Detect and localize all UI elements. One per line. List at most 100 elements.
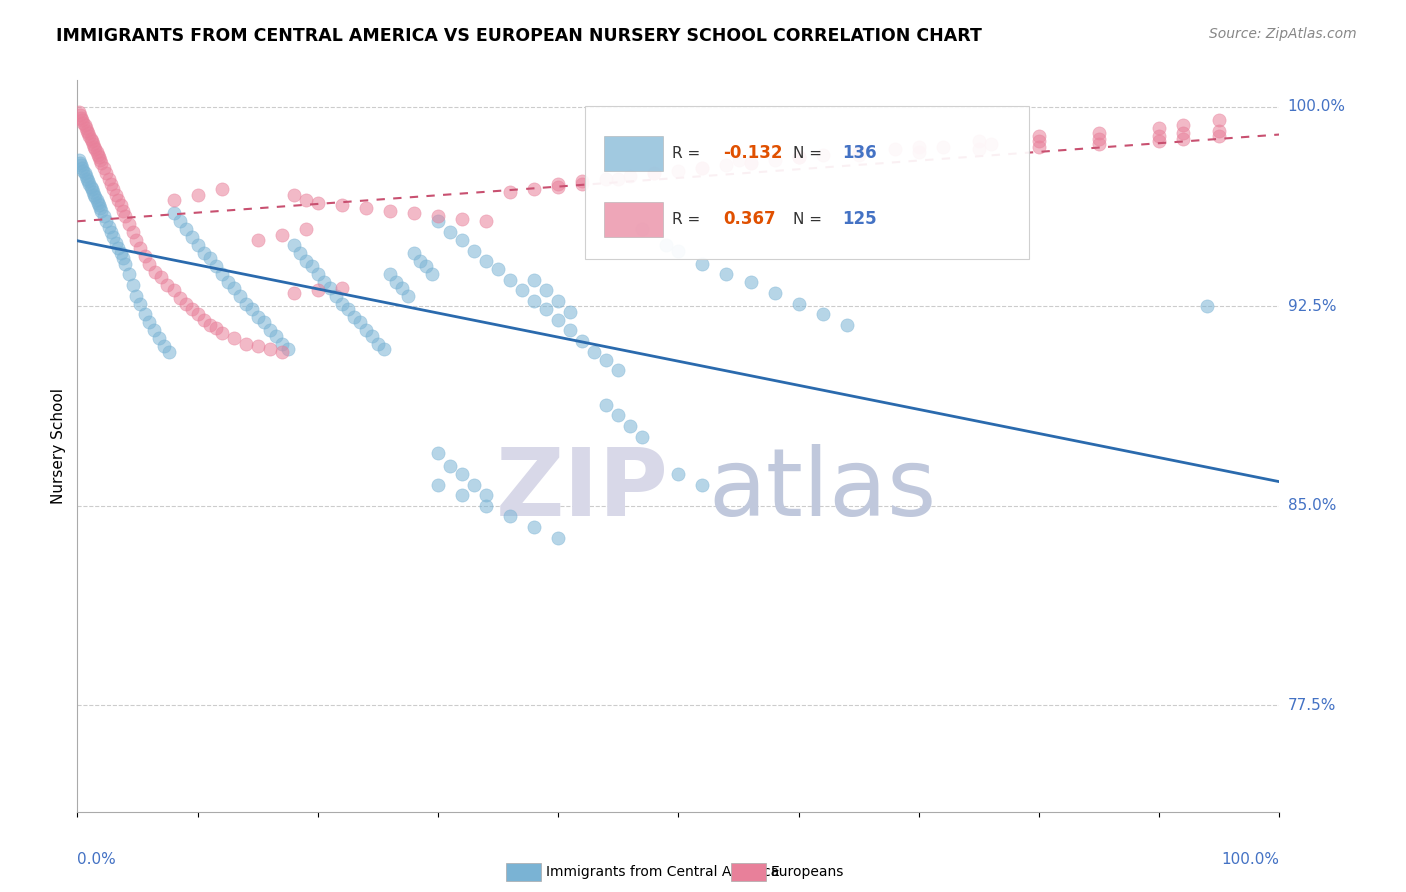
Point: [204, 260, 226, 274]
Point: [475, 214, 498, 228]
Point: [198, 252, 221, 266]
Point: [128, 296, 150, 310]
Point: [619, 419, 641, 434]
Point: [583, 344, 606, 359]
Point: [70, 161, 93, 175]
Point: [253, 315, 276, 329]
Point: [534, 301, 557, 316]
Point: [90, 155, 112, 169]
Point: [87, 147, 110, 161]
Point: [87, 195, 110, 210]
Point: [787, 150, 810, 164]
Point: [668, 163, 690, 178]
Point: [114, 209, 136, 223]
Point: [246, 339, 269, 353]
Text: 0.0%: 0.0%: [77, 852, 117, 867]
Point: [100, 177, 122, 191]
Point: [264, 328, 287, 343]
FancyBboxPatch shape: [585, 106, 1029, 260]
Point: [110, 246, 132, 260]
Point: [402, 246, 425, 260]
Point: [114, 257, 136, 271]
Point: [138, 257, 160, 271]
Point: [111, 252, 134, 266]
Point: [692, 477, 714, 491]
Point: [107, 241, 129, 255]
Point: [193, 312, 215, 326]
Point: [125, 289, 148, 303]
Point: [1208, 113, 1230, 128]
Point: [439, 458, 461, 473]
Point: [349, 315, 371, 329]
Point: [86, 193, 108, 207]
Point: [560, 323, 582, 337]
Point: [97, 171, 120, 186]
Text: 136: 136: [842, 145, 876, 162]
Point: [692, 257, 714, 271]
Point: [547, 531, 569, 545]
Point: [451, 233, 474, 247]
Point: [84, 190, 107, 204]
Point: [246, 233, 269, 247]
Point: [79, 179, 101, 194]
Text: -0.132: -0.132: [723, 145, 782, 162]
Point: [83, 187, 105, 202]
Point: [692, 161, 714, 175]
Point: [373, 342, 395, 356]
Point: [1028, 135, 1050, 149]
Point: [1208, 124, 1230, 138]
Point: [283, 187, 305, 202]
Point: [319, 281, 342, 295]
Point: [82, 137, 104, 152]
Point: [128, 241, 150, 255]
Point: [162, 193, 184, 207]
Point: [740, 155, 762, 169]
Point: [523, 273, 546, 287]
Point: [162, 284, 184, 298]
Point: [571, 334, 593, 348]
Point: [967, 135, 990, 149]
Point: [79, 177, 101, 191]
Point: [186, 187, 209, 202]
Point: [288, 246, 311, 260]
Point: [118, 268, 141, 282]
Point: [301, 260, 323, 274]
Point: [86, 145, 108, 160]
Point: [110, 198, 132, 212]
Point: [270, 227, 292, 242]
Point: [89, 153, 111, 167]
Point: [595, 352, 617, 367]
Point: [427, 445, 450, 459]
Text: atlas: atlas: [709, 444, 936, 536]
Point: [787, 296, 810, 310]
Point: [169, 214, 191, 228]
Point: [96, 166, 118, 180]
Point: [908, 140, 931, 154]
Text: N =: N =: [793, 211, 827, 227]
Point: [103, 230, 125, 244]
Point: [631, 430, 654, 444]
Text: 125: 125: [842, 211, 876, 228]
Point: [104, 187, 127, 202]
Point: [307, 268, 329, 282]
FancyBboxPatch shape: [603, 202, 662, 236]
Point: [82, 185, 104, 199]
Text: 100.0%: 100.0%: [1288, 99, 1346, 114]
Point: [883, 143, 905, 157]
Point: [571, 174, 593, 188]
Text: 92.5%: 92.5%: [1288, 299, 1336, 314]
Point: [76, 124, 98, 138]
Point: [486, 262, 509, 277]
Point: [118, 217, 141, 231]
Point: [932, 140, 955, 154]
Text: R =: R =: [672, 211, 706, 227]
Point: [77, 174, 100, 188]
Point: [547, 293, 569, 308]
Point: [67, 153, 90, 167]
Point: [93, 209, 115, 223]
Point: [1149, 135, 1171, 149]
Point: [157, 344, 180, 359]
Point: [619, 169, 641, 183]
Point: [848, 145, 870, 160]
Point: [547, 177, 569, 191]
